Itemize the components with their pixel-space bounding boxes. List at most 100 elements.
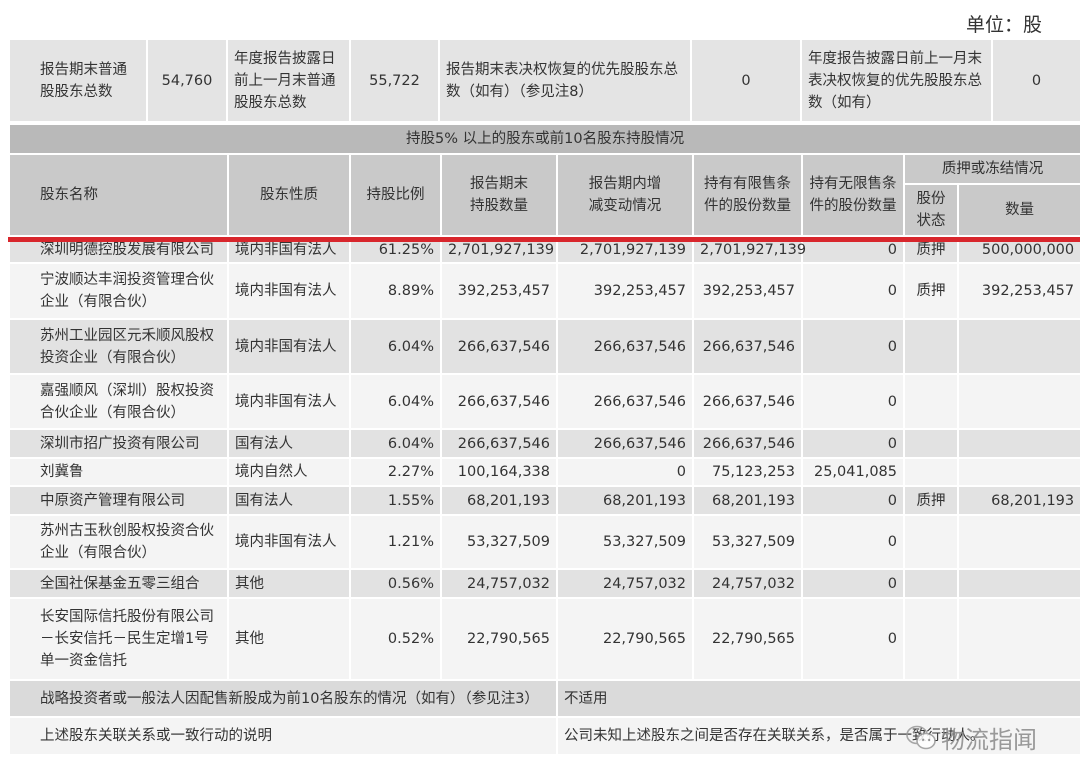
cell-ratio: 2.27% xyxy=(349,457,442,487)
cell-restricted: 392,253,457 xyxy=(692,262,803,320)
cell-status xyxy=(903,457,959,487)
summary-label-4: 年度报告披露日前上一月末表决权恢复的优先股股东总数（如有） xyxy=(800,38,993,123)
cell-end: 68,201,193 xyxy=(440,485,558,516)
summary-label-2: 年度报告披露日前上一月末普通股股东总数 xyxy=(226,38,351,123)
watermark: 物流指闻 xyxy=(905,720,1037,755)
summary-value-2: 55,722 xyxy=(349,38,440,123)
cell-ratio: 1.55% xyxy=(349,485,442,516)
header-pledge-group: 质押或冻结情况 xyxy=(902,153,1080,185)
cell-status xyxy=(903,373,959,430)
cell-unrestricted: 0 xyxy=(801,318,905,375)
cell-restricted: 266,637,546 xyxy=(692,318,803,375)
header-nature: 股东性质 xyxy=(227,153,351,237)
header-end-holdings: 报告期末持股数量 xyxy=(440,153,558,237)
cell-unrestricted: 0 xyxy=(801,373,905,430)
header-pledge-status: 股份状态 xyxy=(903,183,959,237)
cell-change: 266,637,546 xyxy=(556,428,694,459)
cell-qty xyxy=(956,514,1080,570)
cell-qty: 68,201,193 xyxy=(956,485,1080,516)
cell-restricted: 266,637,546 xyxy=(692,428,803,459)
cell-qty xyxy=(956,428,1080,459)
table-row: 嘉强顺风（深圳）股权投资合伙企业（有限合伙） 境内非国有法人 6.04% 266,63… xyxy=(8,373,1080,430)
cell-status xyxy=(903,428,959,459)
cell-unrestricted: 0 xyxy=(801,262,905,320)
cell-qty: 392,253,457 xyxy=(956,262,1080,320)
cell-end: 22,790,565 xyxy=(440,597,558,681)
cell-change: 266,637,546 xyxy=(556,318,694,375)
cell-restricted: 22,790,565 xyxy=(692,597,803,681)
cell-change: 53,327,509 xyxy=(556,514,694,570)
cell-status xyxy=(903,514,959,570)
cell-restricted: 75,123,253 xyxy=(692,457,803,487)
cell-name: 中原资产管理有限公司 xyxy=(8,485,229,516)
summary-label-1: 报告期末普通股股东总数 xyxy=(8,38,148,123)
relation-value: 公司未知上述股东之间是否存在关联关系，是否属于一致行动人。 xyxy=(555,716,1080,756)
cell-name: 苏州工业园区元禾顺风股权投资企业（有限合伙） xyxy=(8,318,229,375)
shareholders-table: 持股5% 以上的股东或前10名股东持股情况 股东名称 股东性质 持股比例 报告期… xyxy=(7,123,1080,756)
cell-restricted: 68,201,193 xyxy=(692,485,803,516)
cell-end: 24,757,032 xyxy=(440,568,558,599)
strategic-investor-label: 战略投资者或一般法人因配售新股成为前10名股东的情况（如有）（参见注3） xyxy=(8,679,558,718)
cell-ratio: 6.04% xyxy=(349,373,442,430)
cell-status xyxy=(903,597,959,681)
table-row: 苏州古玉秋创股权投资合伙企业（有限合伙） 境内非国有法人 1.21% 53,327,5… xyxy=(8,514,1080,570)
table-row: 全国社保基金五零三组合 其他 0.56% 24,757,032 24,757,032 24… xyxy=(8,568,1080,599)
table-row: 苏州工业园区元禾顺风股权投资企业（有限合伙） 境内非国有法人 6.04% 266,63… xyxy=(8,318,1080,375)
cell-restricted: 53,327,509 xyxy=(692,514,803,570)
cell-name: 深圳市招广投资有限公司 xyxy=(8,428,229,459)
cell-end: 266,637,546 xyxy=(440,373,558,430)
cell-change: 266,637,546 xyxy=(556,373,694,430)
summary-value-3: 0 xyxy=(690,38,802,123)
cell-name: 全国社保基金五零三组合 xyxy=(8,568,229,599)
cell-unrestricted: 0 xyxy=(801,597,905,681)
unit-label: 单位：股 xyxy=(965,14,1042,36)
header-divider xyxy=(8,237,1080,242)
cell-nature: 境内非国有法人 xyxy=(227,262,351,320)
header-change: 报告期内增减变动情况 xyxy=(556,153,694,237)
cell-ratio: 6.04% xyxy=(349,428,442,459)
cell-end: 266,637,546 xyxy=(440,318,558,375)
cell-status: 质押 xyxy=(903,262,959,320)
cell-end: 100,164,338 xyxy=(440,457,558,487)
cell-name: 嘉强顺风（深圳）股权投资合伙企业（有限合伙） xyxy=(8,373,229,430)
header-ratio: 持股比例 xyxy=(349,153,442,237)
relation-label: 上述股东关联关系或一致行动的说明 xyxy=(8,716,558,756)
cell-change: 22,790,565 xyxy=(556,597,694,681)
wechat-icon xyxy=(906,725,936,749)
cell-ratio: 6.04% xyxy=(349,318,442,375)
cell-qty xyxy=(956,568,1080,599)
table-row: 宁波顺达丰润投资管理合伙企业（有限合伙） 境内非国有法人 8.89% 392,253,… xyxy=(8,262,1080,320)
cell-nature: 其他 xyxy=(227,568,351,599)
cell-change: 24,757,032 xyxy=(556,568,694,599)
header-unrestricted: 持有无限售条件的股份数量 xyxy=(801,153,905,237)
cell-unrestricted: 0 xyxy=(801,568,905,599)
cell-ratio: 8.89% xyxy=(349,262,442,320)
cell-change: 0 xyxy=(556,457,694,487)
cell-name: 长安国际信托股份有限公司－长安信托－民生定增1号单一资金信托 xyxy=(8,597,229,681)
cell-nature: 境内非国有法人 xyxy=(227,514,351,570)
section-title: 持股5% 以上的股东或前10名股东持股情况 xyxy=(7,123,1080,155)
cell-name: 宁波顺达丰润投资管理合伙企业（有限合伙） xyxy=(8,262,229,320)
cell-change: 392,253,457 xyxy=(556,262,694,320)
cell-unrestricted: 25,041,085 xyxy=(801,457,905,487)
cell-nature: 国有法人 xyxy=(227,485,351,516)
cell-ratio: 0.56% xyxy=(349,568,442,599)
cell-nature: 境内自然人 xyxy=(227,457,351,487)
cell-qty xyxy=(956,373,1080,430)
cell-restricted: 24,757,032 xyxy=(692,568,803,599)
cell-nature: 境内非国有法人 xyxy=(227,318,351,375)
cell-qty xyxy=(956,457,1080,487)
cell-end: 392,253,457 xyxy=(440,262,558,320)
table-row: 刘冀鲁 境内自然人 2.27% 100,164,338 0 75,123,253 25,04… xyxy=(8,457,1080,487)
cell-nature: 境内非国有法人 xyxy=(227,373,351,430)
summary-value-4: 0 xyxy=(991,38,1080,123)
summary-value-1: 54,760 xyxy=(146,38,228,123)
table-row: 深圳市招广投资有限公司 国有法人 6.04% 266,637,546 266,637,5… xyxy=(8,428,1080,459)
cell-name: 刘冀鲁 xyxy=(8,457,229,487)
cell-qty xyxy=(956,318,1080,375)
summary-label-3: 报告期末表决权恢复的优先股股东总数（如有）（参见注8） xyxy=(438,38,692,123)
cell-status: 质押 xyxy=(903,485,959,516)
header-restricted: 持有有限售条件的股份数量 xyxy=(692,153,803,237)
cell-end: 53,327,509 xyxy=(440,514,558,570)
cell-end: 266,637,546 xyxy=(440,428,558,459)
